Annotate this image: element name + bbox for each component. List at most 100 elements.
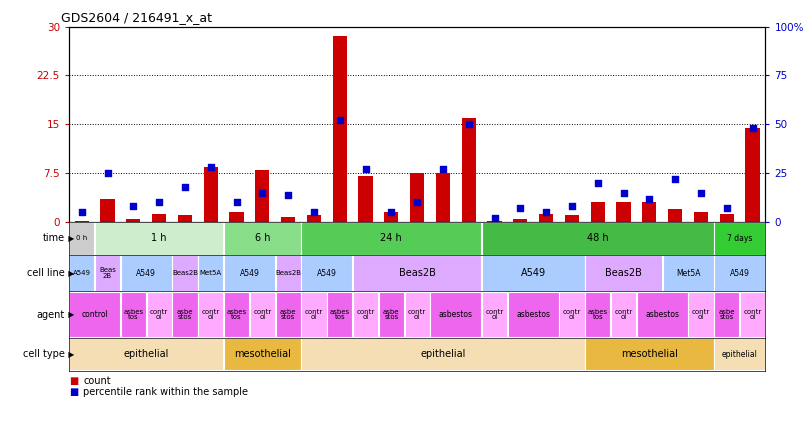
Bar bbox=[714, 338, 765, 370]
Text: contr
ol: contr ol bbox=[254, 309, 271, 320]
Text: A549: A549 bbox=[136, 269, 156, 278]
Text: 0 h: 0 h bbox=[76, 235, 87, 242]
Text: Beas2B: Beas2B bbox=[605, 268, 642, 278]
Point bbox=[308, 209, 321, 216]
Bar bbox=[353, 255, 481, 291]
Bar bbox=[379, 292, 404, 337]
Bar bbox=[694, 212, 708, 222]
Text: asbestos: asbestos bbox=[439, 310, 473, 319]
Point bbox=[127, 203, 140, 210]
Bar bbox=[307, 215, 321, 222]
Text: asbe
stos: asbe stos bbox=[280, 309, 296, 320]
Text: contr
ol: contr ol bbox=[202, 309, 220, 320]
Point bbox=[152, 199, 165, 206]
Bar bbox=[301, 338, 585, 370]
Bar bbox=[69, 222, 95, 254]
Text: mesothelial: mesothelial bbox=[621, 349, 678, 359]
Bar bbox=[198, 255, 224, 291]
Bar bbox=[69, 338, 224, 370]
Text: 7 days: 7 days bbox=[727, 234, 752, 243]
Text: epithelial: epithelial bbox=[722, 350, 757, 359]
Bar bbox=[249, 292, 275, 337]
Bar bbox=[203, 166, 218, 222]
Bar bbox=[488, 221, 501, 222]
Point bbox=[75, 209, 88, 216]
Text: A549: A549 bbox=[521, 268, 546, 278]
Text: 24 h: 24 h bbox=[381, 234, 403, 243]
Bar bbox=[585, 292, 611, 337]
Text: mesothelial: mesothelial bbox=[234, 349, 291, 359]
Point bbox=[437, 166, 450, 173]
Text: Beas
2B: Beas 2B bbox=[99, 267, 116, 279]
Point bbox=[565, 203, 578, 210]
Point bbox=[411, 199, 424, 206]
Point bbox=[643, 195, 656, 202]
Bar bbox=[514, 219, 527, 222]
Text: 48 h: 48 h bbox=[587, 234, 608, 243]
Text: asbestos: asbestos bbox=[516, 310, 550, 319]
Bar bbox=[745, 127, 760, 222]
Bar bbox=[539, 214, 553, 222]
Text: asbe
stos: asbe stos bbox=[177, 309, 194, 320]
Text: asbe
stos: asbe stos bbox=[383, 309, 399, 320]
Bar bbox=[301, 292, 326, 337]
Text: epithelial: epithelial bbox=[124, 349, 169, 359]
Bar bbox=[255, 170, 270, 222]
Bar bbox=[173, 292, 198, 337]
Bar bbox=[95, 255, 120, 291]
Bar bbox=[121, 292, 146, 337]
Text: ■: ■ bbox=[69, 387, 78, 397]
Text: asbestos: asbestos bbox=[646, 310, 680, 319]
Bar bbox=[719, 214, 734, 222]
Point bbox=[463, 121, 475, 128]
Point bbox=[101, 170, 114, 177]
Bar bbox=[359, 176, 373, 222]
Text: asbes
tos: asbes tos bbox=[227, 309, 246, 320]
Bar bbox=[714, 222, 765, 254]
Bar bbox=[585, 255, 662, 291]
Text: ■: ■ bbox=[69, 376, 78, 386]
Bar bbox=[126, 219, 140, 222]
Bar bbox=[173, 255, 198, 291]
Point bbox=[514, 205, 526, 212]
Text: Met5A: Met5A bbox=[200, 270, 222, 276]
Point bbox=[591, 179, 604, 186]
Bar bbox=[508, 292, 559, 337]
Bar bbox=[611, 292, 636, 337]
Point bbox=[256, 189, 269, 196]
Bar bbox=[565, 215, 579, 222]
Text: ▶: ▶ bbox=[66, 350, 74, 359]
Bar bbox=[410, 173, 424, 222]
Bar bbox=[740, 292, 765, 337]
Point bbox=[282, 191, 295, 198]
Text: contr
ol: contr ol bbox=[408, 309, 426, 320]
Text: ▶: ▶ bbox=[66, 234, 74, 243]
Bar bbox=[560, 292, 585, 337]
Text: contr
ol: contr ol bbox=[356, 309, 375, 320]
Bar bbox=[384, 212, 399, 222]
Text: asbes
tos: asbes tos bbox=[123, 309, 143, 320]
Bar bbox=[224, 222, 301, 254]
Bar bbox=[430, 292, 481, 337]
Bar bbox=[585, 338, 714, 370]
Point bbox=[669, 175, 682, 182]
Bar bbox=[229, 212, 244, 222]
Bar bbox=[333, 36, 347, 222]
Text: epithelial: epithelial bbox=[420, 349, 466, 359]
Bar bbox=[663, 255, 714, 291]
Point bbox=[359, 166, 372, 173]
Text: percentile rank within the sample: percentile rank within the sample bbox=[83, 387, 249, 397]
Point bbox=[617, 189, 630, 196]
Text: time: time bbox=[43, 234, 65, 243]
Bar bbox=[152, 214, 166, 222]
Text: contr
ol: contr ol bbox=[744, 309, 761, 320]
Point bbox=[230, 199, 243, 206]
Text: cell line: cell line bbox=[27, 268, 65, 278]
Bar bbox=[75, 221, 89, 222]
Point bbox=[746, 125, 759, 132]
Bar bbox=[616, 202, 631, 222]
Point bbox=[694, 189, 707, 196]
Text: Met5A: Met5A bbox=[676, 269, 701, 278]
Text: contr
ol: contr ol bbox=[485, 309, 504, 320]
Bar bbox=[281, 217, 295, 222]
